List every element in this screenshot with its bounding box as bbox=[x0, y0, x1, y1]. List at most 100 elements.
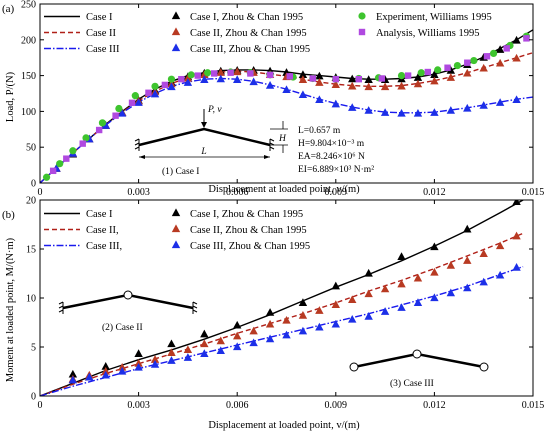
series-7-point bbox=[63, 155, 70, 162]
series-5-point bbox=[397, 108, 406, 117]
series-5-point bbox=[413, 298, 423, 306]
series-5-point bbox=[282, 330, 291, 339]
load-label: P, v bbox=[207, 105, 222, 115]
series-5-point bbox=[380, 307, 390, 315]
series-5-point bbox=[380, 108, 390, 116]
series-5-point bbox=[315, 322, 324, 331]
legend-label: Experiment, Williams 1995 bbox=[376, 12, 492, 23]
series-5-point bbox=[101, 121, 110, 129]
y-tick-label: 5 bbox=[31, 343, 36, 354]
series-5-point bbox=[85, 372, 94, 381]
series-4-point bbox=[183, 345, 193, 354]
series-5-point bbox=[150, 89, 160, 98]
panel-b-xlabel: Displacement at loaded point, v/(m) bbox=[208, 420, 360, 431]
series-5-point bbox=[233, 342, 242, 351]
x-tick-label: 0.015 bbox=[522, 187, 545, 198]
series-3-point bbox=[167, 339, 176, 348]
parameter-list: L=0.657 m H=9.804×10⁻³ m EA=8.246×10⁶ N … bbox=[298, 126, 374, 175]
series-3-point bbox=[101, 362, 110, 370]
series-5-point bbox=[348, 314, 357, 323]
series-5-point bbox=[463, 283, 472, 292]
series-3-point bbox=[315, 71, 324, 80]
panel-a-legend: Case I Case II Case III Case I, Zhou & Chan… bbox=[44, 11, 492, 55]
span-arrow-right bbox=[264, 155, 270, 159]
case-iii-label: (3) Case III bbox=[390, 378, 434, 389]
case-ii-right-support bbox=[192, 301, 198, 314]
series-3-point bbox=[413, 73, 423, 81]
series-3-point bbox=[446, 65, 456, 74]
param-height: H=9.804×10⁻³ m bbox=[298, 139, 365, 149]
series-7-point bbox=[112, 112, 119, 119]
legend-label: Analysis, Williams 1995 bbox=[376, 28, 480, 39]
series-7-point bbox=[523, 35, 530, 42]
series-5-point bbox=[446, 288, 456, 297]
x-tick-label: 0.012 bbox=[423, 400, 446, 411]
series-3-point bbox=[397, 252, 406, 260]
series-3-point bbox=[68, 369, 78, 378]
legend-label: Case III, Zhou & Chan 1995 bbox=[190, 44, 310, 55]
series-7-point bbox=[178, 75, 185, 83]
panel-b-ylabel: Moment at loaded point, M/(N·m) bbox=[5, 237, 16, 382]
series-4-point bbox=[265, 319, 275, 328]
series-4-point bbox=[200, 339, 209, 348]
plotA-frame bbox=[39, 3, 534, 184]
series-5-point bbox=[167, 82, 176, 91]
series-5-point bbox=[233, 75, 242, 83]
legend-label: Case I, Zhou & Chan 1995 bbox=[190, 12, 303, 23]
series-6-point bbox=[131, 92, 139, 100]
series-4-point bbox=[397, 279, 406, 288]
series-5-point bbox=[364, 312, 373, 320]
x-tick-label: 0.015 bbox=[522, 400, 545, 411]
series-7-point bbox=[503, 45, 510, 52]
case-i-beam bbox=[138, 127, 271, 147]
series-5-point bbox=[479, 101, 488, 109]
series-7-point bbox=[424, 68, 432, 76]
series-7-point bbox=[128, 99, 136, 107]
series-5-point bbox=[430, 108, 439, 116]
series-6-point bbox=[56, 160, 64, 168]
series-6-point bbox=[417, 69, 425, 77]
series-4-point bbox=[512, 53, 521, 62]
series-5-point bbox=[446, 106, 456, 114]
x-tick-label: 0.006 bbox=[226, 187, 249, 198]
series-3-point bbox=[298, 298, 308, 306]
legend-swatch bbox=[171, 11, 181, 20]
series-4-point bbox=[413, 79, 423, 88]
series-4-point bbox=[101, 366, 110, 375]
series-5-point bbox=[183, 353, 193, 361]
series-5-point bbox=[331, 319, 340, 328]
series-3-point bbox=[331, 281, 340, 290]
series-3-point bbox=[364, 268, 373, 277]
series-5-point bbox=[463, 103, 472, 112]
x-tick-label: 0 bbox=[38, 187, 43, 198]
series-6-point bbox=[489, 49, 498, 58]
series-3-point bbox=[463, 224, 472, 233]
panel-a: (a) Load, P/(N) Displacement at loaded p… bbox=[2, 0, 544, 198]
param-ei: EI=6.889×10³ N·m² bbox=[298, 165, 374, 175]
series-4-point bbox=[495, 241, 505, 250]
series-5-point bbox=[495, 270, 505, 279]
y-tick-label: 250 bbox=[21, 0, 36, 11]
series-7-point bbox=[194, 72, 201, 79]
series-7-point bbox=[309, 75, 316, 82]
y-tick-label: 15 bbox=[26, 245, 36, 256]
y-tick-label: 0 bbox=[31, 392, 36, 403]
y-tick-label: 150 bbox=[21, 71, 36, 82]
series-4-point bbox=[150, 355, 160, 363]
series-4-point bbox=[233, 331, 242, 340]
case-iii-sketch: (3) Case III bbox=[349, 349, 489, 389]
y-tick-label: 0 bbox=[31, 179, 36, 190]
series-5-point bbox=[117, 108, 127, 117]
panel-a-xlabel: Displacement at loaded point, v/(m) bbox=[208, 184, 360, 195]
series-3-point bbox=[364, 75, 373, 83]
series-5-point bbox=[216, 346, 225, 355]
legend-label: Case II, Zhou & Chan 1995 bbox=[190, 225, 307, 236]
case-i-left-support bbox=[134, 138, 140, 151]
legend-label: Case I bbox=[86, 12, 113, 23]
series-4-point bbox=[512, 231, 521, 240]
series-4-point bbox=[298, 311, 308, 319]
series-6-point bbox=[397, 72, 406, 80]
height-label: H bbox=[278, 134, 287, 144]
series-4-point bbox=[249, 326, 258, 335]
